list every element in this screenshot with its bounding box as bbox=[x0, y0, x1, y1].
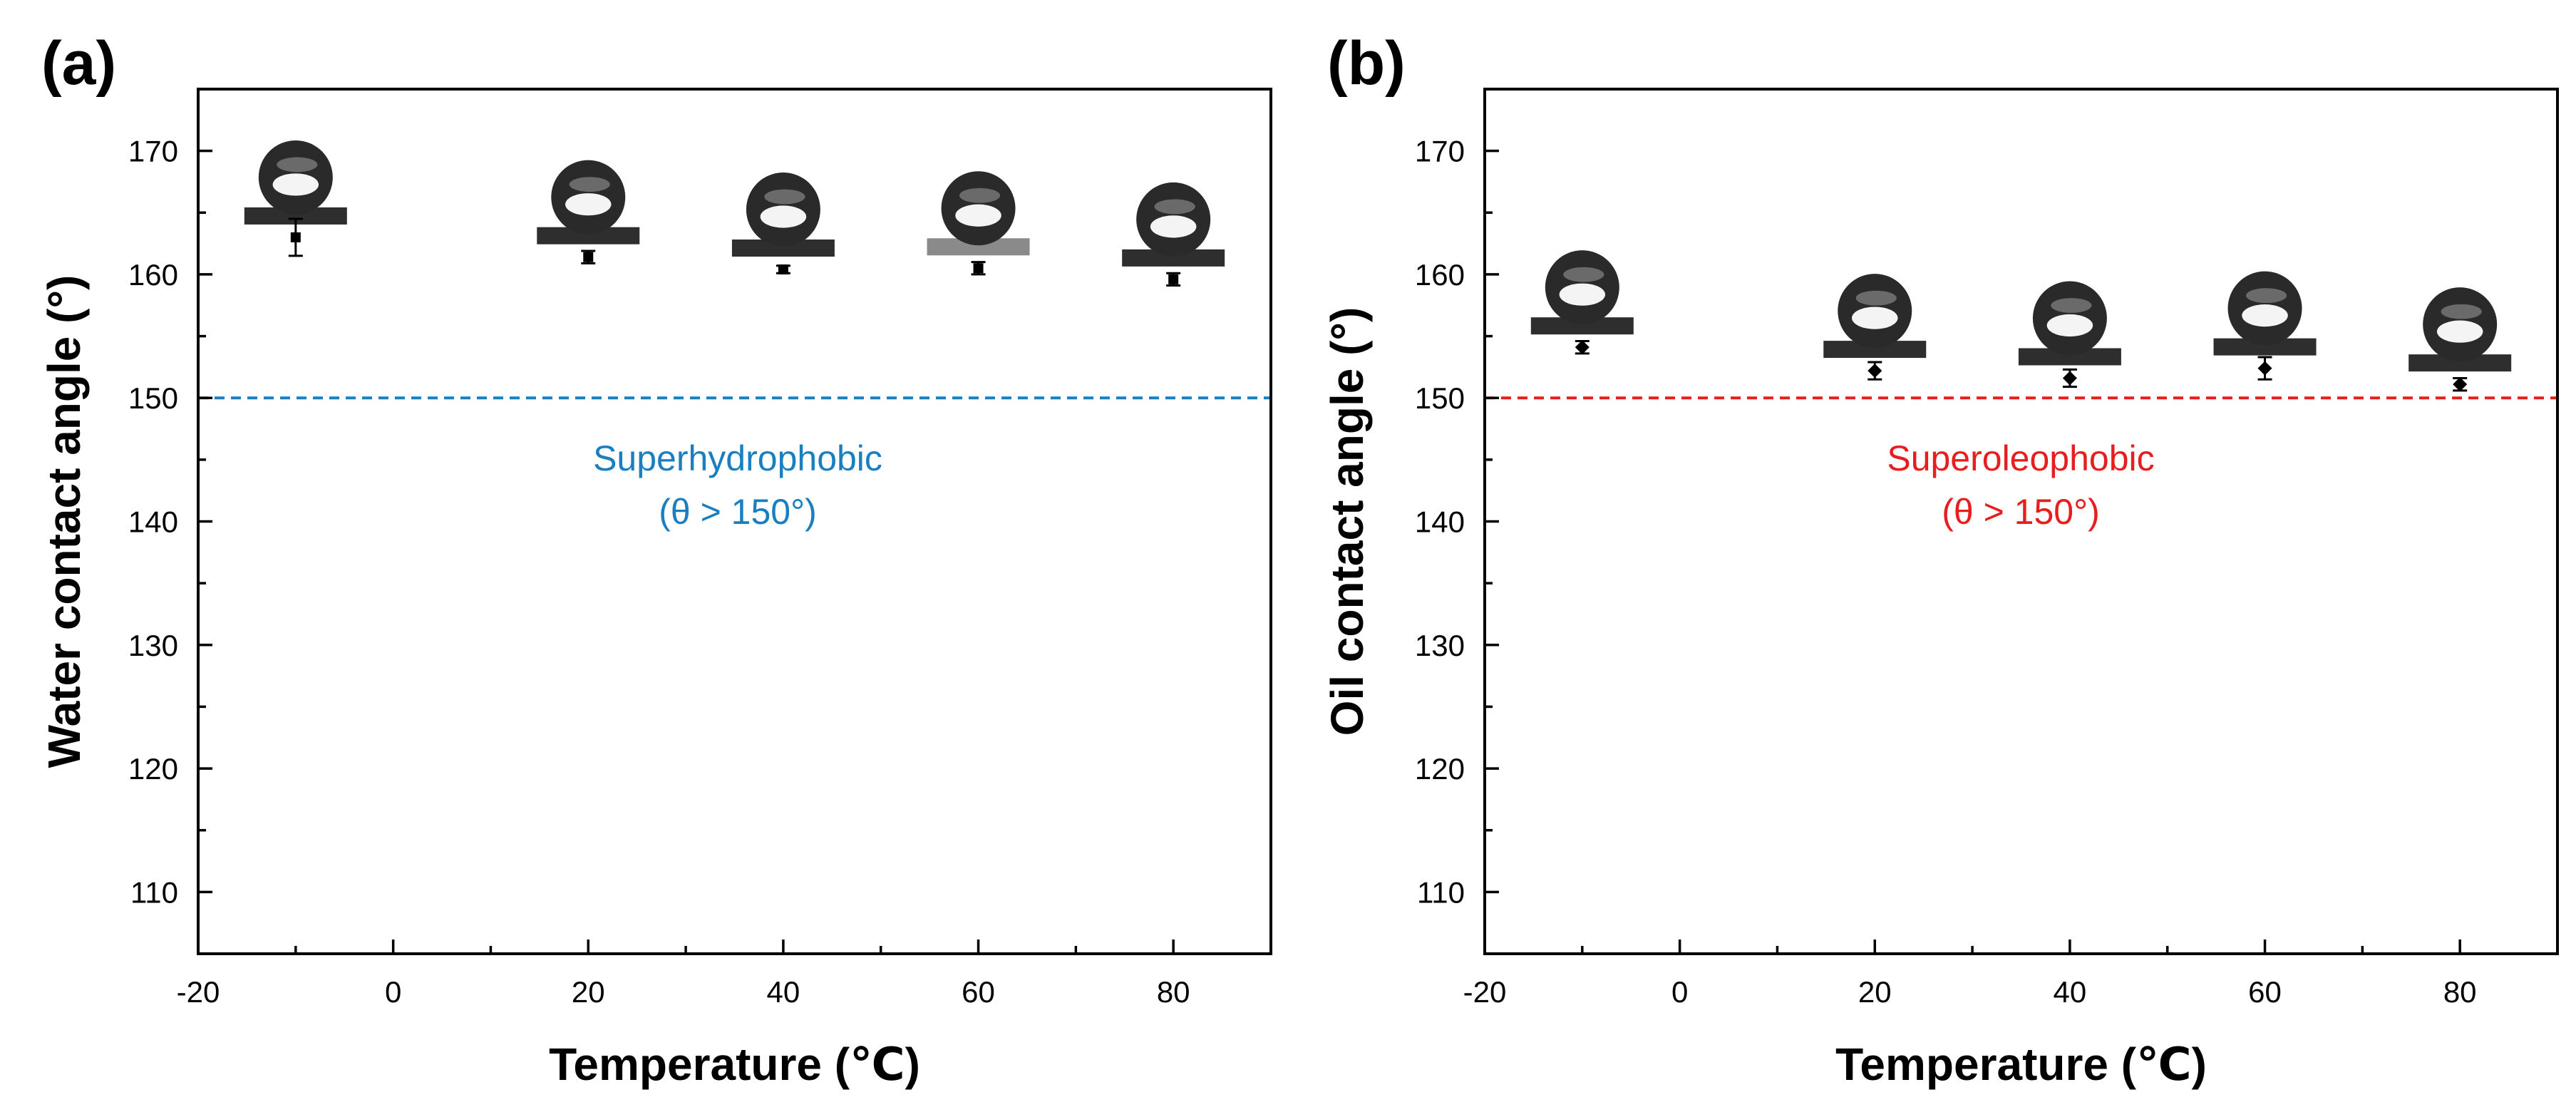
droplet-photo bbox=[1122, 182, 1225, 267]
droplet-highlight bbox=[2242, 304, 2288, 327]
annotation-sublabel: (θ > 150°) bbox=[659, 492, 817, 532]
panel-a: (a) Superhydrophobic (θ > 150°) 110 120 130 14… bbox=[38, 29, 1272, 1090]
x-tick-label: -20 bbox=[177, 975, 220, 1009]
y-tick-label: 170 bbox=[1415, 135, 1465, 168]
data-point bbox=[581, 249, 596, 264]
droplet-highlight bbox=[760, 205, 807, 228]
x-tick-label: 60 bbox=[962, 975, 995, 1009]
y-axis-title: Oil contact angle (°) bbox=[1322, 307, 1373, 736]
y-tick-label: 170 bbox=[128, 135, 178, 168]
data-point bbox=[2453, 376, 2468, 392]
y-tick-label: 130 bbox=[1415, 629, 1465, 662]
y-tick-label: 140 bbox=[128, 505, 178, 539]
droplet-highlight bbox=[1150, 215, 1197, 238]
y-tick-label: 130 bbox=[128, 629, 178, 662]
droplet-photo bbox=[244, 140, 347, 225]
droplet-photo bbox=[1530, 250, 1634, 335]
data-point bbox=[971, 261, 986, 276]
droplet-reflection bbox=[764, 189, 805, 205]
droplet-highlight bbox=[565, 193, 612, 216]
y-tick-label: 120 bbox=[1415, 752, 1465, 786]
x-tick-label: 80 bbox=[1157, 975, 1190, 1009]
x-axis-title: Temperature (℃) bbox=[549, 1039, 920, 1090]
droplet-reflection bbox=[2441, 304, 2482, 319]
droplet-photo bbox=[2408, 287, 2512, 372]
x-tick-label: 20 bbox=[1858, 975, 1892, 1009]
droplet-highlight bbox=[2046, 314, 2093, 337]
droplet-reflection bbox=[2051, 298, 2092, 313]
data-point bbox=[2257, 356, 2272, 381]
droplet-reflection bbox=[959, 187, 1001, 203]
x-tick-label: 0 bbox=[385, 975, 401, 1009]
droplet-highlight bbox=[2436, 320, 2483, 343]
y-tick-label: 110 bbox=[130, 875, 178, 909]
substrate-image bbox=[2408, 354, 2512, 372]
y-tick-label: 160 bbox=[1415, 258, 1465, 292]
droplet-reflection bbox=[1855, 290, 1897, 306]
droplet-highlight bbox=[1852, 307, 1898, 329]
panel-label: (b) bbox=[1327, 29, 1406, 98]
y-tick-label: 150 bbox=[1415, 381, 1465, 415]
y-axis-title: Water contact angle (°) bbox=[38, 275, 90, 768]
point-marker bbox=[583, 252, 594, 262]
droplet-highlight bbox=[955, 204, 1001, 227]
point-marker bbox=[2453, 377, 2468, 392]
y-tick-label: 140 bbox=[1415, 505, 1465, 539]
point-marker bbox=[1168, 274, 1179, 284]
y-tick-label: 120 bbox=[128, 752, 178, 786]
data-point bbox=[2062, 368, 2077, 388]
x-axis-title: Temperature (℃) bbox=[1835, 1039, 2207, 1090]
x-tick-label: 20 bbox=[572, 975, 605, 1009]
data-point bbox=[776, 264, 790, 274]
point-marker bbox=[290, 232, 301, 242]
droplet-photo bbox=[537, 160, 640, 244]
x-tick-label: 60 bbox=[2248, 975, 2282, 1009]
y-tick-label: 110 bbox=[1417, 875, 1465, 909]
point-marker bbox=[2257, 361, 2272, 376]
data-point bbox=[1166, 272, 1181, 287]
droplet-reflection bbox=[569, 177, 610, 192]
droplet-photo bbox=[731, 172, 835, 257]
droplet-reflection bbox=[1154, 199, 1195, 215]
y-tick-label: 160 bbox=[128, 258, 178, 292]
droplet-highlight bbox=[272, 173, 319, 196]
panel-label: (a) bbox=[41, 29, 116, 98]
data-point bbox=[1867, 361, 1882, 381]
point-marker bbox=[778, 264, 788, 274]
x-tick-label: 40 bbox=[2054, 975, 2087, 1009]
point-marker bbox=[2062, 371, 2077, 386]
droplet-photo bbox=[2213, 271, 2317, 356]
data-point bbox=[288, 217, 303, 257]
droplet-reflection bbox=[277, 157, 318, 173]
droplet-photo bbox=[1823, 274, 1927, 359]
droplet-reflection bbox=[1563, 267, 1604, 282]
x-tick-label: -20 bbox=[1463, 975, 1507, 1009]
droplet-photo bbox=[2018, 281, 2121, 366]
droplet-reflection bbox=[2245, 288, 2287, 304]
point-marker bbox=[973, 263, 984, 274]
annotation-label: Superhydrophobic bbox=[593, 438, 882, 478]
droplet-highlight bbox=[1559, 283, 1606, 306]
droplet-photo bbox=[927, 171, 1030, 256]
y-tick-label: 150 bbox=[128, 381, 178, 415]
x-tick-label: 80 bbox=[2443, 975, 2477, 1009]
annotation-label: Superoleophobic bbox=[1887, 438, 2154, 478]
point-marker bbox=[1575, 340, 1590, 355]
panel-b: (b) Superoleophobic (θ > 150°) 110 120 130 140… bbox=[1322, 29, 2559, 1090]
x-tick-label: 0 bbox=[1671, 975, 1688, 1009]
annotation-sublabel: (θ > 150°) bbox=[1942, 492, 2100, 532]
data-point bbox=[1575, 340, 1590, 355]
x-tick-label: 40 bbox=[767, 975, 800, 1009]
point-marker bbox=[1867, 364, 1882, 379]
